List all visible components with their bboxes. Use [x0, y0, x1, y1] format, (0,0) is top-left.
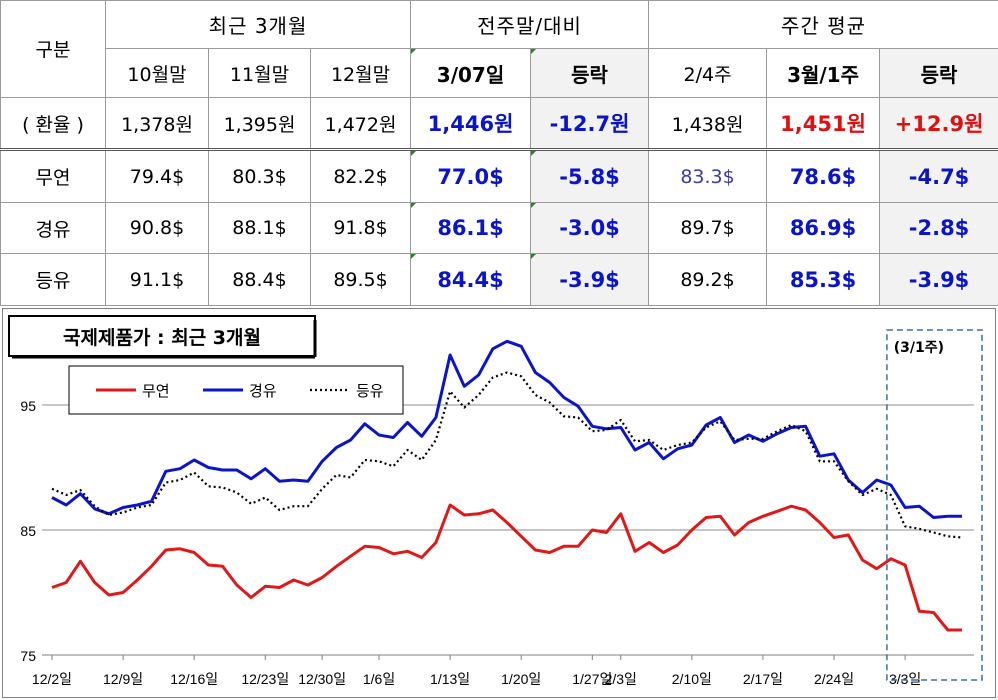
table-row-kerosene: 등유 91.1$ 88.4$ 89.5$ 84.4$ -3.9$ 89.2$ 8… [0, 253, 998, 306]
table-cell: 86.1$ [410, 201, 532, 255]
table-cell: 79.4$ [105, 149, 209, 203]
week-annotation: (3/1주) [894, 340, 944, 356]
header-nov-end: 11월말 [208, 48, 311, 98]
table-sub-header-row: 10월말 11월말 12월말 3/07일 등락 2/4주 3월/1주 등락 [1, 48, 998, 98]
table-cell: -5.8$ [530, 149, 650, 203]
table-cell: 1,378원 [105, 96, 209, 152]
table-cell: 88.4$ [208, 253, 311, 306]
table-cell: -3.9$ [530, 253, 650, 306]
table-cell: 91.8$ [309, 201, 412, 255]
x-tick-label: 2/3일 [605, 671, 637, 687]
legend-label: 등유 [356, 382, 384, 400]
group-recent-3-months: 최근 3개월 [104, 0, 412, 50]
table-cell: 78.6$ [766, 149, 881, 203]
header-change-prev: 등락 [530, 48, 650, 98]
y-tick-label: 75 [20, 648, 36, 664]
header-change-week: 등락 [879, 48, 998, 98]
table-group-header-row: 구분 최근 3개월 전주말/대비 주간 평균 [0, 0, 998, 98]
table-cell: 88.1$ [208, 201, 311, 255]
x-tick-label: 2/24일 [814, 671, 854, 687]
table-cell: -2.8$ [879, 201, 998, 255]
x-tick-label: 2/10일 [672, 671, 712, 687]
table-row-gasoline: 무연 79.4$ 80.3$ 82.2$ 77.0$ -5.8$ 83.3$ 7… [0, 149, 998, 203]
price-table: 구분 최근 3개월 전주말/대비 주간 평균 10월말 11월말 12월말 3/… [0, 0, 998, 306]
table-cell: -3.9$ [879, 253, 998, 306]
table-cell: 84.4$ [410, 253, 532, 306]
chart-title: 국제제품가 : 최근 3개월 [63, 327, 261, 349]
table-cell: 1,472원 [309, 96, 412, 152]
x-tick-label: 12/16일 [170, 671, 218, 687]
row-label: 경유 [0, 201, 106, 255]
table-cell: 91.1$ [105, 253, 209, 306]
table-cell: 1,395원 [208, 96, 311, 152]
table-cell: -4.7$ [879, 149, 998, 203]
legend-label: 경유 [249, 382, 277, 400]
table-row-diesel: 경유 90.8$ 88.1$ 91.8$ 86.1$ -3.0$ 89.7$ 8… [0, 201, 998, 255]
series-diesel-line [51, 339, 962, 519]
header-mar-week1: 3월/1주 [766, 48, 881, 98]
x-tick-label: 2/17일 [743, 671, 783, 687]
table-cell: 89.2$ [648, 253, 768, 306]
x-tick-label: 1/6일 [363, 671, 395, 687]
table-cell: +12.9원 [879, 96, 998, 152]
x-tick-label: 12/2일 [32, 671, 72, 687]
row-label: ( 환율 ) [0, 96, 106, 152]
table-cell: 80.3$ [208, 149, 311, 203]
header-category: 구분 [0, 0, 106, 98]
table-cell: 89.7$ [648, 201, 768, 255]
x-tick-label: 12/30일 [298, 671, 346, 687]
row-label: 등유 [0, 253, 106, 306]
header-oct-end: 10월말 [105, 48, 209, 98]
chart-frame [2, 308, 996, 698]
x-tick-label: 12/9일 [103, 671, 143, 687]
series-gasoline-line [51, 503, 962, 632]
chart-title-box [8, 315, 316, 357]
series-kerosene-line [51, 371, 963, 539]
table-cell: -12.7원 [530, 96, 650, 152]
week-highlight-box [886, 329, 983, 681]
y-tick-label: 85 [20, 523, 36, 539]
x-tick-label: 3/3일 [889, 671, 921, 687]
table-cell: 1,451원 [766, 96, 881, 152]
x-tick-label: 1/20일 [501, 671, 541, 687]
x-tick-label: 1/27일 [572, 671, 612, 687]
legend-label: 무연 [142, 382, 170, 400]
table-cell: 82.2$ [309, 149, 412, 203]
table-cell: 83.3$ [648, 149, 768, 203]
table-cell: 89.5$ [309, 253, 412, 306]
y-tick-label: 95 [20, 398, 36, 414]
header-feb-week4: 2/4주 [648, 48, 768, 98]
row-label: 무연 [0, 149, 106, 203]
header-current-date: 3/07일 [410, 48, 532, 98]
x-tick-label: 1/13일 [430, 671, 470, 687]
header-dec-end: 12월말 [309, 48, 412, 98]
table-cell: 1,438원 [648, 96, 768, 152]
table-cell: -3.0$ [530, 201, 650, 255]
table-row-exchange-rate: ( 환율 ) 1,378원 1,395원 1,472원 1,446원 -12.7… [0, 96, 998, 152]
x-tick-label: 12/23일 [241, 671, 289, 687]
table-cell: 1,446원 [410, 96, 532, 152]
table-cell: 85.3$ [766, 253, 881, 306]
